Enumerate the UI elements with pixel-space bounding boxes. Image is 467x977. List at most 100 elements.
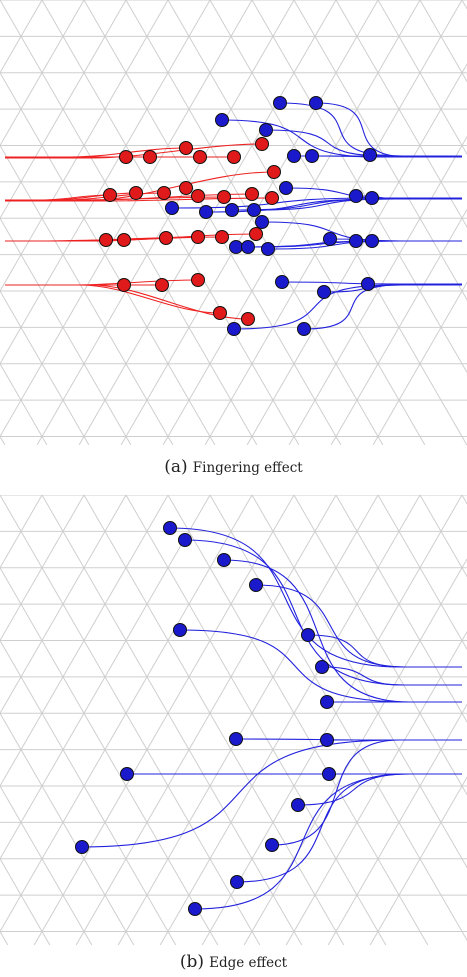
agent-markers: [75, 521, 336, 916]
red-agent-circle: [157, 186, 171, 200]
triangular-mesh: [0, 495, 467, 945]
trajectory-line: [303, 284, 462, 330]
red-agent-circle: [241, 312, 255, 326]
trajectory-line: [5, 279, 199, 286]
fingering-effect-diagram: [0, 0, 467, 445]
blue-agent-circle: [320, 733, 334, 747]
trajectory-line: [321, 666, 462, 686]
red-agent-circle: [117, 278, 131, 292]
red-agent-circle: [191, 230, 205, 244]
red-agent-circle: [215, 230, 229, 244]
blue-agent-circle: [199, 205, 213, 219]
caption-a: (a) Fingering effect: [0, 457, 467, 477]
blue-agent-circle: [291, 798, 305, 812]
red-agent-circle: [103, 188, 117, 202]
blue-agent-circle: [323, 232, 337, 246]
blue-agent-circle: [317, 285, 331, 299]
blue-agent-circle: [230, 875, 244, 889]
blue-agent-circle: [297, 322, 311, 336]
trajectory-line: [5, 171, 275, 202]
blue-agent-circle: [322, 767, 336, 781]
trajectory-line: [223, 559, 462, 703]
blue-agent-circle: [215, 113, 229, 127]
red-agent-circle: [265, 191, 279, 205]
blue-agent-circle: [178, 533, 192, 547]
blue-agent-circle: [363, 148, 377, 162]
agent-markers: [99, 96, 379, 336]
trajectory-line: [255, 584, 462, 668]
panel-a: [0, 0, 467, 445]
blue-agent-circle: [365, 234, 379, 248]
panel-b: [0, 495, 467, 945]
trajectory-line: [311, 155, 462, 158]
red-agent-circle: [267, 165, 281, 179]
trajectory-line: [5, 143, 263, 159]
trajectory-line: [236, 773, 462, 883]
red-agent-circle: [155, 278, 169, 292]
red-agent-circle: [245, 187, 259, 201]
blue-agent-circle: [261, 242, 275, 256]
blue-agent-circle: [255, 215, 269, 229]
red-agent-circle: [179, 141, 193, 155]
trajectory-line: [81, 739, 462, 848]
trajectory-lines: [81, 527, 462, 910]
blue-agent-circle: [315, 660, 329, 674]
trajectory-line: [5, 194, 111, 201]
blue-agent-circle: [275, 275, 289, 289]
trajectory-line: [279, 102, 462, 157]
blue-agent-circle: [217, 553, 231, 567]
trajectory-line: [194, 773, 462, 910]
red-agent-circle: [99, 233, 113, 247]
red-agent-circle: [227, 150, 241, 164]
blue-agent-circle: [225, 203, 239, 217]
blue-agent-circle: [305, 149, 319, 163]
red-agent-circle: [193, 150, 207, 164]
blue-agent-circle: [365, 191, 379, 205]
red-agent-circle: [217, 190, 231, 204]
blue-agent-circle: [241, 240, 255, 254]
red-agent-circle: [191, 273, 205, 287]
blue-agent-circle: [320, 695, 334, 709]
caption-b-title: Edge effect: [209, 955, 288, 971]
red-agent-circle: [143, 150, 157, 164]
trajectory-line: [369, 154, 462, 157]
blue-agent-circle: [229, 732, 243, 746]
blue-agent-circle: [259, 123, 273, 137]
red-agent-circle: [179, 181, 193, 195]
blue-agent-circle: [173, 623, 187, 637]
blue-agent-circle: [265, 838, 279, 852]
caption-a-title: Fingering effect: [192, 460, 303, 476]
red-agent-circle: [129, 186, 143, 200]
red-agent-circle: [159, 231, 173, 245]
blue-agent-circle: [273, 96, 287, 110]
red-agent-circle: [117, 233, 131, 247]
blue-agent-circle: [229, 240, 243, 254]
blue-agent-circle: [120, 767, 134, 781]
red-agent-circle: [255, 137, 269, 151]
blue-agent-circle: [287, 149, 301, 163]
red-agent-circle: [249, 227, 263, 241]
blue-agent-circle: [188, 902, 202, 916]
trajectory-line: [307, 634, 462, 668]
blue-agent-circle: [361, 277, 375, 291]
blue-agent-circle: [349, 189, 363, 203]
blue-agent-circle: [301, 628, 315, 642]
blue-agent-circle: [249, 578, 263, 592]
red-agent-circle: [191, 189, 205, 203]
blue-agent-circle: [227, 322, 241, 336]
triangular-mesh: [0, 0, 467, 445]
blue-agent-circle: [75, 840, 89, 854]
red-agent-circle: [119, 150, 133, 164]
trajectory-line: [179, 629, 462, 703]
blue-agent-circle: [349, 234, 363, 248]
edge-effect-diagram: [0, 495, 467, 945]
blue-agent-circle: [165, 201, 179, 215]
trajectory-line: [271, 739, 462, 846]
blue-agent-circle: [163, 521, 177, 535]
trajectory-line: [171, 197, 462, 209]
red-agent-circle: [213, 306, 227, 320]
blue-agent-circle: [247, 203, 261, 217]
mesh-lines: [0, 0, 467, 445]
trajectory-line: [5, 284, 249, 320]
blue-agent-circle: [279, 181, 293, 195]
